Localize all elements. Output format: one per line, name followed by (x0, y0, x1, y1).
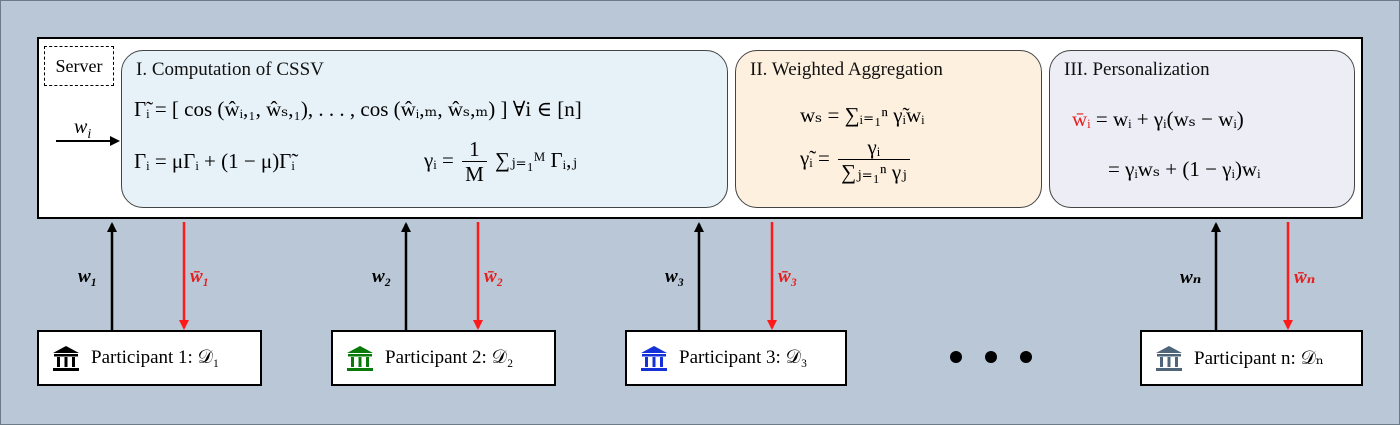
bank-icon (53, 346, 79, 371)
upload-label-3: w₃ (665, 266, 685, 287)
server-tag: Server (44, 46, 114, 86)
participant-n-box: Participant n: 𝒟ₙ (1140, 330, 1363, 386)
download-label-2: w̄₂ (484, 266, 504, 287)
personalization-title: III. Personalization (1064, 59, 1210, 80)
aggregation-equation-1: wₛ = ∑ᵢ₌₁ⁿ γ̃ᵢwᵢ (800, 103, 925, 127)
cssv-title: I. Computation of CSSV (136, 59, 324, 80)
personalization-equation-2: = γᵢwₛ + (1 − γᵢ)wᵢ (1108, 157, 1261, 181)
cssv-gamma-lhs: γᵢ = (424, 147, 454, 172)
personalization-panel: III. Personalization w̄ᵢ = wᵢ + γᵢ(wₛ − … (1049, 50, 1355, 208)
bank-icon (641, 346, 667, 371)
upload-label-1: w₁ (78, 266, 98, 287)
aggregation-equation-2: γ̃ᵢ = γᵢ ∑ⱼ₌₁ⁿ γⱼ (800, 135, 913, 185)
aggregation-title: II. Weighted Aggregation (750, 59, 943, 80)
cssv-gamma-sum: ∑ⱼ₌₁ᴹ Γᵢ,ⱼ (495, 147, 577, 172)
cssv-panel: I. Computation of CSSV Γ̃ᵢ = [ cos (ŵᵢ,₁… (121, 50, 728, 208)
aggregation-gamma-fraction: γᵢ ∑ⱼ₌₁ⁿ γⱼ (838, 135, 910, 185)
participant-1-box: Participant 1: 𝒟₁ (37, 330, 262, 386)
participant-3-label: Participant 3: 𝒟₃ (679, 347, 808, 368)
aggregation-gamma-lhs: γ̃ᵢ = (800, 145, 830, 170)
aggregation-panel: II. Weighted Aggregation wₛ = ∑ᵢ₌₁ⁿ γ̃ᵢw… (735, 50, 1042, 208)
ellipsis-dots (950, 351, 1032, 363)
cssv-equation-2: Γᵢ = μΓᵢ + (1 − μ)Γ̃ᵢ (134, 149, 295, 173)
server-tag-label: Server (55, 55, 103, 76)
participant-2-box: Participant 2: 𝒟₂ (331, 330, 556, 386)
upload-label-2: w₂ (372, 266, 392, 287)
participant-1-label: Participant 1: 𝒟₁ (91, 347, 220, 368)
bank-icon (347, 346, 373, 371)
participant-3-box: Participant 3: 𝒟₃ (625, 330, 847, 386)
upload-label-n: wₙ (1180, 267, 1202, 288)
incoming-weight-label: wi (74, 116, 92, 142)
bank-icon (1156, 346, 1182, 371)
participant-2-label: Participant 2: 𝒟₂ (385, 347, 514, 368)
download-label-1: w̄₁ (190, 266, 210, 287)
download-label-3: w̄₃ (778, 266, 798, 287)
personalization-equation-1: w̄ᵢ = wᵢ + γᵢ(wₛ − wᵢ) (1072, 107, 1244, 131)
participant-n-label: Participant n: 𝒟ₙ (1194, 347, 1324, 369)
download-label-n: w̄ₙ (1294, 267, 1316, 288)
personalized-weight-symbol: w̄ᵢ (1072, 107, 1091, 131)
cssv-equation-1: Γ̃ᵢ = [ cos (ŵᵢ,₁, ŵₛ,₁), . . . , cos (ŵ… (134, 97, 582, 121)
